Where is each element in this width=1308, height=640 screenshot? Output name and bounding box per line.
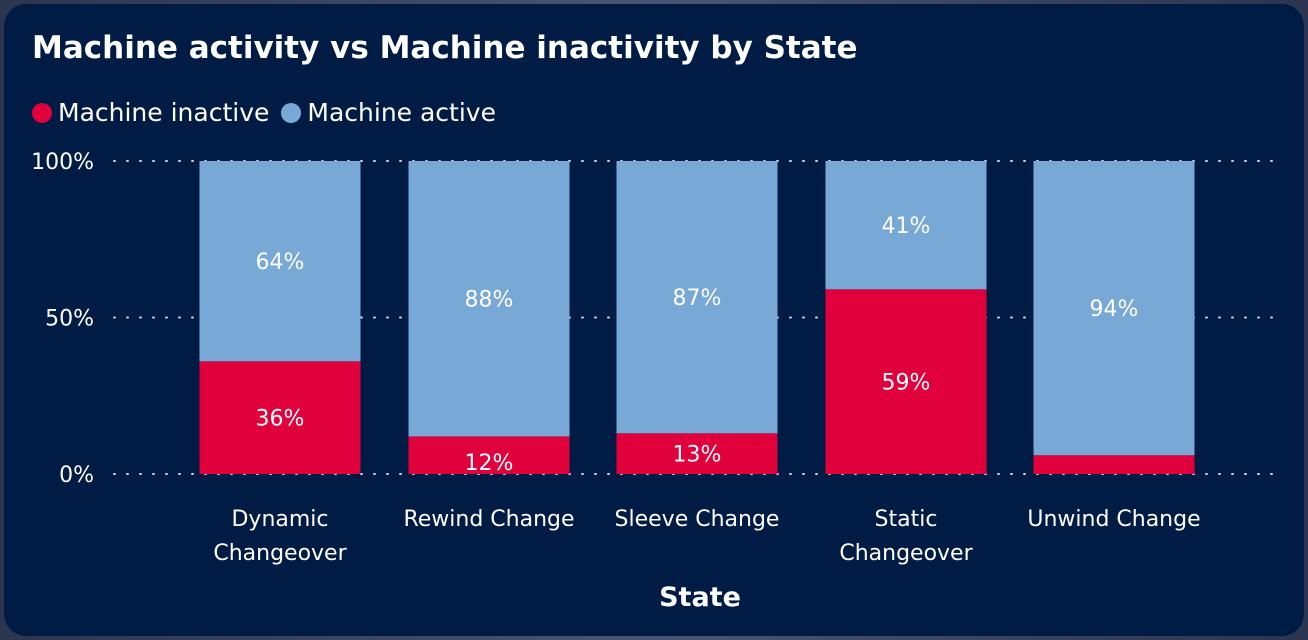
bar-segment-active bbox=[616, 161, 778, 434]
legend-dot-active bbox=[281, 102, 302, 123]
data-label: 88% bbox=[465, 288, 514, 313]
legend-dot-inactive bbox=[32, 102, 52, 123]
x-tick-label: Dynamic bbox=[231, 507, 328, 532]
data-label: 87% bbox=[673, 286, 722, 311]
bar-segment-inactive bbox=[825, 289, 987, 474]
data-label: 41% bbox=[882, 214, 931, 239]
bar-segment-inactive bbox=[1033, 455, 1195, 474]
y-tick-label: 0% bbox=[59, 463, 94, 488]
bar-segment-inactive bbox=[616, 433, 778, 474]
data-label: 59% bbox=[882, 371, 931, 396]
legend-item-active[interactable]: Machine active bbox=[281, 98, 496, 127]
bar-segment-inactive bbox=[408, 436, 570, 474]
chart-title: Machine activity vs Machine inactivity b… bbox=[32, 30, 858, 66]
x-tick-label: Changeover bbox=[213, 541, 347, 566]
data-label: 94% bbox=[1090, 297, 1139, 322]
x-axis-title: State bbox=[659, 582, 741, 613]
legend-item-inactive[interactable]: Machine inactive bbox=[32, 98, 269, 127]
x-tick-label: Static bbox=[875, 507, 938, 532]
x-tick-label: Changeover bbox=[839, 541, 973, 566]
data-label: 36% bbox=[256, 407, 305, 432]
y-tick-label: 100% bbox=[31, 150, 94, 175]
bar-segment-active bbox=[199, 161, 361, 362]
bar-segment-inactive bbox=[199, 361, 361, 474]
bar-segment-active bbox=[825, 161, 987, 290]
y-tick-label: 50% bbox=[45, 307, 94, 332]
x-tick-label: Rewind Change bbox=[403, 507, 574, 532]
x-tick-label: Unwind Change bbox=[1027, 507, 1200, 532]
bar-segment-active bbox=[1033, 161, 1195, 456]
data-label: 12% bbox=[465, 451, 514, 476]
legend-label-active: Machine active bbox=[307, 98, 496, 127]
bar-segment-active bbox=[408, 161, 570, 437]
legend-label-inactive: Machine inactive bbox=[58, 98, 270, 127]
x-tick-label: Sleeve Change bbox=[615, 507, 780, 532]
data-label: 64% bbox=[256, 250, 305, 275]
bar-chart: 0% 50% 100% 36% 64% Dynamic Changeover 12% 88% Re… bbox=[31, 150, 1281, 613]
legend: Machine inactive Machine active bbox=[32, 98, 508, 127]
data-label: 13% bbox=[673, 443, 722, 468]
chart-card: Machine activity vs Machine inactivity b… bbox=[4, 4, 1304, 636]
